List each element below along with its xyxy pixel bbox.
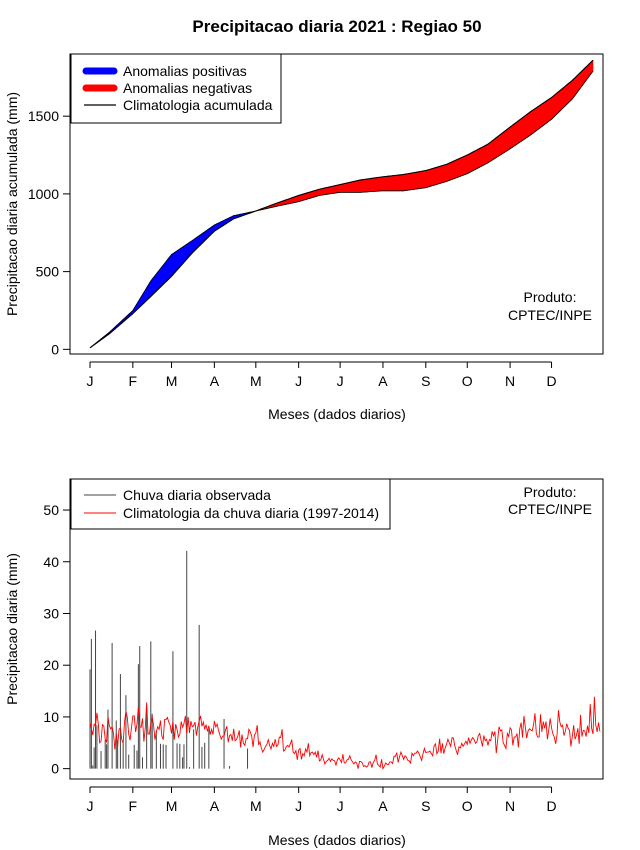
bottom-legend: Chuva diaria observada Climatologia da c… bbox=[70, 478, 391, 530]
top-x-tick-label-0: J bbox=[87, 373, 94, 389]
top-x-tick-label-1: F bbox=[129, 373, 138, 389]
top-x-tick-label-6: J bbox=[337, 373, 344, 389]
bottom-credit-line2: CPTEC/INPE bbox=[508, 501, 592, 517]
bottom-x-tick-label-3: A bbox=[210, 798, 220, 814]
top-y-tick-label-1000: 1000 bbox=[28, 186, 59, 202]
legend-observed-label: Chuva diaria observada bbox=[123, 487, 271, 503]
bottom-y-tick-label-30: 30 bbox=[43, 605, 59, 621]
top-y-tick-label-1500: 1500 bbox=[28, 108, 59, 124]
top-chart: 0 500 1000 1500 J F M A M J J A S O N D Precipitacao d… bbox=[4, 53, 604, 422]
bottom-x-tick-label-11: D bbox=[546, 798, 556, 814]
top-y-tick-label-0: 0 bbox=[51, 341, 59, 357]
top-x-tick-label-9: O bbox=[462, 373, 473, 389]
bottom-y-tick-label-40: 40 bbox=[43, 554, 59, 570]
bottom-legend-box bbox=[70, 478, 391, 530]
bottom-x-tick-label-7: A bbox=[378, 798, 388, 814]
top-credit-line1: Produto: bbox=[524, 289, 577, 305]
legend-daily-climatology-label: Climatologia da chuva diaria (1997-2014) bbox=[123, 505, 379, 521]
cumulative-lines-group bbox=[89, 59, 594, 349]
top-x-tick-label-2: M bbox=[166, 373, 178, 389]
top-x-tick-label-3: A bbox=[210, 373, 220, 389]
chart-title: Precipitacao diaria 2021 : Regiao 50 bbox=[192, 17, 481, 36]
climatology-cumulative-line bbox=[89, 59, 594, 349]
top-y-axis-label: Precipitacao diaria acumulada (mm) bbox=[4, 92, 20, 316]
bottom-x-tick-label-2: M bbox=[166, 798, 178, 814]
bottom-y-tick-label-20: 20 bbox=[43, 657, 59, 673]
bottom-y-tick-label-50: 50 bbox=[43, 502, 59, 518]
top-x-tick-label-7: A bbox=[378, 373, 388, 389]
bottom-x-tick-label-5: J bbox=[295, 798, 302, 814]
bottom-x-tick-label-4: M bbox=[250, 798, 262, 814]
top-y-tick-label-500: 500 bbox=[36, 264, 60, 280]
daily-rain-bars-group bbox=[89, 550, 249, 769]
bottom-y-axis-label: Precipitacao diaria (mm) bbox=[4, 553, 20, 705]
bottom-credit-line1: Produto: bbox=[524, 484, 577, 500]
top-x-tick-label-11: D bbox=[546, 373, 556, 389]
bottom-y-tick-label-10: 10 bbox=[43, 709, 59, 725]
bottom-x-tick-label-10: N bbox=[505, 798, 515, 814]
observed-cumulative-line bbox=[89, 70, 594, 349]
legend-climatology-label: Climatologia acumulada bbox=[123, 97, 273, 113]
bottom-x-axis-label: Meses (dados diarios) bbox=[268, 832, 406, 848]
legend-negative-label: Anomalias negativas bbox=[123, 80, 252, 96]
daily-climatology-line bbox=[89, 696, 601, 771]
top-x-tick-label-10: N bbox=[505, 373, 515, 389]
top-plot-frame bbox=[69, 53, 604, 355]
bottom-x-tick-label-0: J bbox=[87, 798, 94, 814]
bottom-x-tick-label-1: F bbox=[129, 798, 138, 814]
legend-positive-label: Anomalias positivas bbox=[123, 63, 247, 79]
top-credit-line2: CPTEC/INPE bbox=[508, 307, 592, 323]
top-x-tick-label-8: S bbox=[421, 373, 430, 389]
top-x-tick-label-5: J bbox=[295, 373, 302, 389]
bottom-x-tick-label-6: J bbox=[337, 798, 344, 814]
top-legend: Anomalias positivas Anomalias negativas … bbox=[70, 53, 282, 124]
top-x-tick-label-4: M bbox=[250, 373, 262, 389]
bottom-x-tick-label-8: S bbox=[421, 798, 430, 814]
daily-climatology-group bbox=[89, 696, 601, 771]
bottom-chart: 0 10 20 30 40 50 J F M A M J J A S O N D Precipitacao di… bbox=[4, 478, 604, 848]
bottom-y-axis: 0 10 20 30 40 50 bbox=[43, 502, 70, 777]
top-x-axis-label: Meses (dados diarios) bbox=[268, 406, 406, 422]
bottom-y-tick-label-0: 0 bbox=[51, 761, 59, 777]
bottom-x-tick-label-9: O bbox=[462, 798, 473, 814]
top-y-axis: 0 500 1000 1500 bbox=[28, 108, 70, 357]
